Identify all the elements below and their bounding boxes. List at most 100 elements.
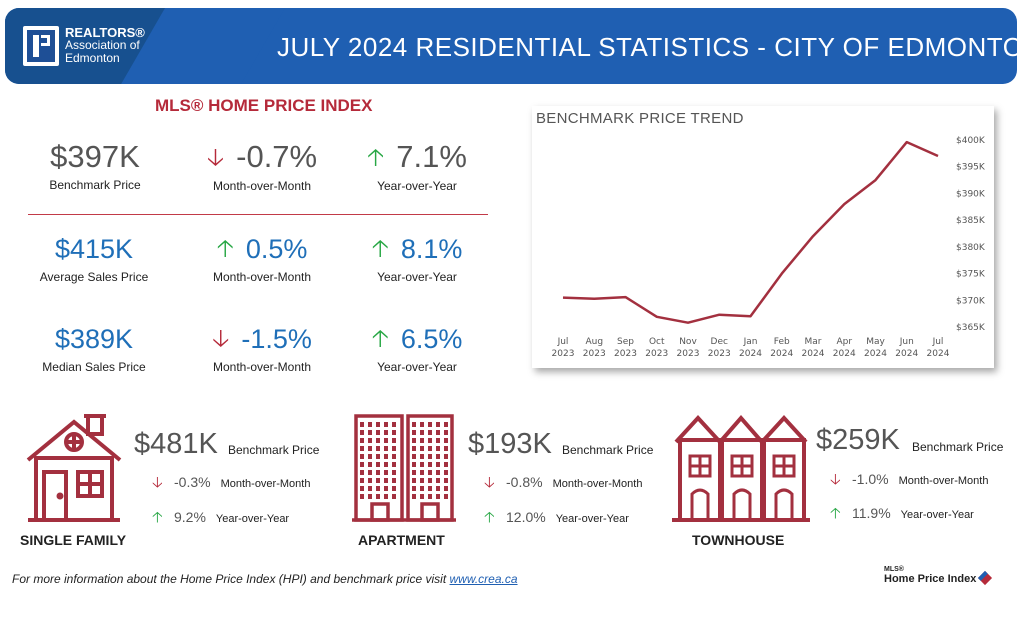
average-price-label: Average Sales Price xyxy=(39,270,149,284)
apartment-name: APARTMENT xyxy=(358,532,445,548)
median-yoy-value: 6.5% xyxy=(400,324,463,354)
org-name: REALTORS® Association of Edmonton xyxy=(65,26,145,65)
arrow-up-icon: 🡡 xyxy=(367,144,385,171)
section-divider xyxy=(28,214,488,215)
arrow-up-icon: 🡡 xyxy=(371,235,389,262)
townhouse-mom-label: Month-over-Month xyxy=(898,475,989,487)
single-family-price: $481K xyxy=(134,428,218,460)
apartment-bench-label: Benchmark Price xyxy=(562,443,654,457)
benchmark-mom-label: Month-over-Month xyxy=(212,179,312,193)
single-family-bench-label: Benchmark Price xyxy=(228,443,320,457)
arrow-down-icon: 🡣 xyxy=(206,144,225,171)
single-family-yoy-value: 9.2% xyxy=(174,509,206,525)
benchmark-yoy-label: Year-over-Year xyxy=(377,179,457,193)
single-family-name: SINGLE FAMILY xyxy=(20,532,127,548)
y-tick-label: $395K xyxy=(956,163,986,173)
townhouse-name: TOWNHOUSE xyxy=(692,532,785,548)
footer-text: For more information about the Home Pric… xyxy=(12,572,450,586)
benchmark-price-label: Benchmark Price xyxy=(49,178,141,192)
average-yoy-label: Year-over-Year xyxy=(377,270,457,284)
average-mom-stat: 🡡 0.5% Month-over-Month xyxy=(192,232,332,284)
crea-link[interactable]: www.crea.ca xyxy=(449,572,518,586)
mls-hpi-logo: MLS® Home Price Index xyxy=(884,566,993,586)
apartment-building-icon xyxy=(352,414,456,522)
townhouse-price: $259K xyxy=(816,424,900,456)
average-price-value: $415K xyxy=(54,234,134,264)
arrow-down-icon: 🡣 xyxy=(830,471,841,488)
arrow-up-icon: 🡡 xyxy=(216,235,234,262)
median-mom-value: -1.5% xyxy=(241,324,312,354)
median-mom-stat: 🡣 -1.5% Month-over-Month xyxy=(192,322,332,374)
single-family-mom: 🡣 -0.3% Month-over-Month xyxy=(152,472,310,497)
average-price-stat: $415K Average Sales Price xyxy=(36,232,152,284)
single-family-house-icon xyxy=(26,414,122,522)
townhouse-icon xyxy=(672,414,810,522)
arrow-up-icon: 🡡 xyxy=(152,509,163,526)
y-tick-label: $385K xyxy=(956,216,986,226)
hpi-logo-main: Home Price Index xyxy=(884,573,977,585)
hpi-diamond-icon xyxy=(978,570,993,586)
arrow-up-icon: 🡡 xyxy=(830,505,841,522)
benchmark-yoy-value: 7.1% xyxy=(396,139,467,174)
arrow-down-icon: 🡣 xyxy=(212,325,230,352)
x-tick-label: Sep 2023 xyxy=(614,337,637,359)
y-tick-label: $365K xyxy=(956,323,986,333)
townhouse-mom-value: -1.0% xyxy=(852,471,889,487)
median-price-value: $389K xyxy=(54,324,134,354)
arrow-up-icon: 🡡 xyxy=(484,509,495,526)
single-family-yoy: 🡡 9.2% Year-over-Year xyxy=(152,507,289,532)
average-yoy-stat: 🡡 8.1% Year-over-Year xyxy=(362,232,472,284)
townhouse-yoy-value: 11.9% xyxy=(852,505,891,521)
header-banner: REALTORS® Association of Edmonton JULY 2… xyxy=(5,8,1017,84)
townhouse-yoy-label: Year-over-Year xyxy=(900,509,974,521)
median-yoy-label: Year-over-Year xyxy=(377,360,457,374)
x-tick-label: Aug 2023 xyxy=(583,337,606,359)
apartment-yoy: 🡡 12.0% Year-over-Year xyxy=(484,507,629,532)
arrow-down-icon: 🡣 xyxy=(484,474,495,491)
x-tick-label: Jul 2023 xyxy=(552,337,575,359)
median-yoy-stat: 🡡 6.5% Year-over-Year xyxy=(362,322,472,374)
benchmark-yoy-stat: 🡡 7.1% Year-over-Year xyxy=(362,139,472,194)
average-yoy-value: 8.1% xyxy=(400,234,463,264)
townhouse-bench-label: Benchmark Price xyxy=(912,440,1004,454)
x-tick-label: Jun 2024 xyxy=(895,337,918,359)
benchmark-price-line xyxy=(562,140,939,324)
org-line-3: Edmonton xyxy=(65,51,120,65)
realtors-logo-icon xyxy=(23,26,59,66)
apartment-yoy-label: Year-over-Year xyxy=(555,513,629,525)
org-line-1: REALTORS® xyxy=(65,25,145,40)
x-tick-label: May 2024 xyxy=(864,337,887,359)
x-tick-label: Jan 2024 xyxy=(739,337,762,359)
benchmark-price-value: $397K xyxy=(50,139,140,174)
apartment-mom: 🡣 -0.8% Month-over-Month xyxy=(484,472,642,497)
average-mom-value: 0.5% xyxy=(245,234,308,264)
median-price-label: Median Sales Price xyxy=(42,360,146,374)
chart-title: BENCHMARK PRICE TREND xyxy=(536,110,744,127)
apartment-price: $193K xyxy=(468,428,552,460)
benchmark-price-stat: $397K Benchmark Price xyxy=(42,139,148,193)
apartment-mom-value: -0.8% xyxy=(506,474,543,490)
y-tick-label: $400K xyxy=(956,136,986,146)
x-tick-label: Mar 2024 xyxy=(802,337,825,359)
hpi-logo-small: MLS® xyxy=(884,566,904,573)
y-tick-label: $375K xyxy=(956,270,986,280)
x-tick-label: Feb 2024 xyxy=(770,337,793,359)
page-title: JULY 2024 RESIDENTIAL STATISTICS - CITY … xyxy=(277,32,1017,62)
arrow-down-icon: 🡣 xyxy=(152,474,163,491)
benchmark-mom-stat: 🡣 -0.7% Month-over-Month xyxy=(192,139,332,194)
single-family-yoy-label: Year-over-Year xyxy=(215,513,290,525)
footer-note: For more information about the Home Pric… xyxy=(12,572,518,586)
x-tick-label: Apr 2024 xyxy=(833,337,856,359)
hpi-section-title: MLS® HOME PRICE INDEX xyxy=(155,96,373,115)
benchmark-mom-value: -0.7% xyxy=(236,139,318,174)
townhouse-mom: 🡣 -1.0% Month-over-Month xyxy=(830,469,988,494)
chart-plot: $365K $370K $375K $380K $385K $390K $395K $400K… xyxy=(552,136,986,359)
average-mom-label: Month-over-Month xyxy=(212,270,312,284)
y-tick-label: $390K xyxy=(956,189,986,199)
arrow-up-icon: 🡡 xyxy=(371,325,389,352)
median-mom-label: Month-over-Month xyxy=(212,360,312,374)
x-tick-label: Oct 2023 xyxy=(645,337,668,359)
y-tick-label: $380K xyxy=(956,243,986,253)
x-tick-label: Nov 2023 xyxy=(677,337,700,359)
x-tick-label: Jul 2024 xyxy=(927,337,950,359)
